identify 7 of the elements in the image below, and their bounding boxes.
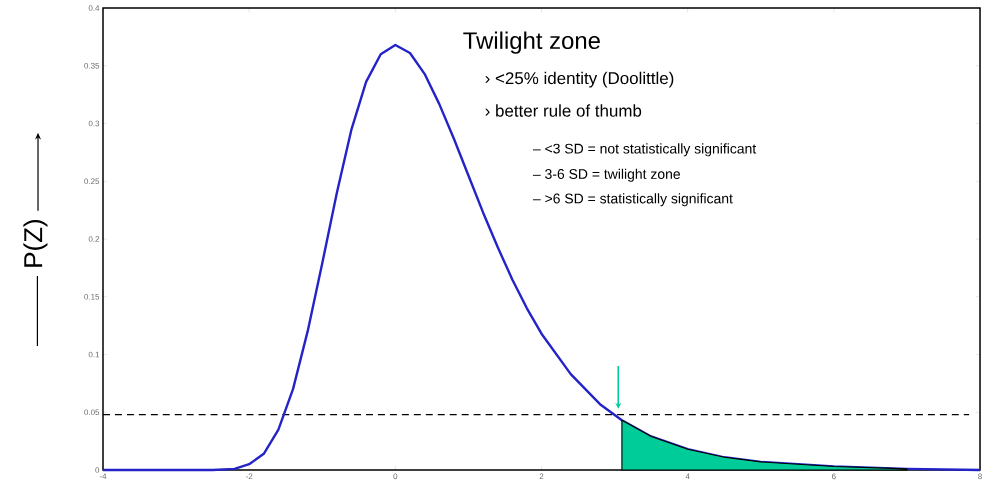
annotation: – >6 SD = statistically significant xyxy=(532,193,733,207)
annotation: – 3-6 SD = twilight zone xyxy=(532,168,680,182)
y-axis-title: P(Z) xyxy=(23,220,48,267)
annotation: › better rule of thumb xyxy=(485,104,642,117)
annotation: – <3 SD = not statistically significant xyxy=(532,143,757,157)
annotation: › <25% identity (Doolittle) xyxy=(485,71,674,88)
annotation: Twilight zone xyxy=(463,31,600,54)
